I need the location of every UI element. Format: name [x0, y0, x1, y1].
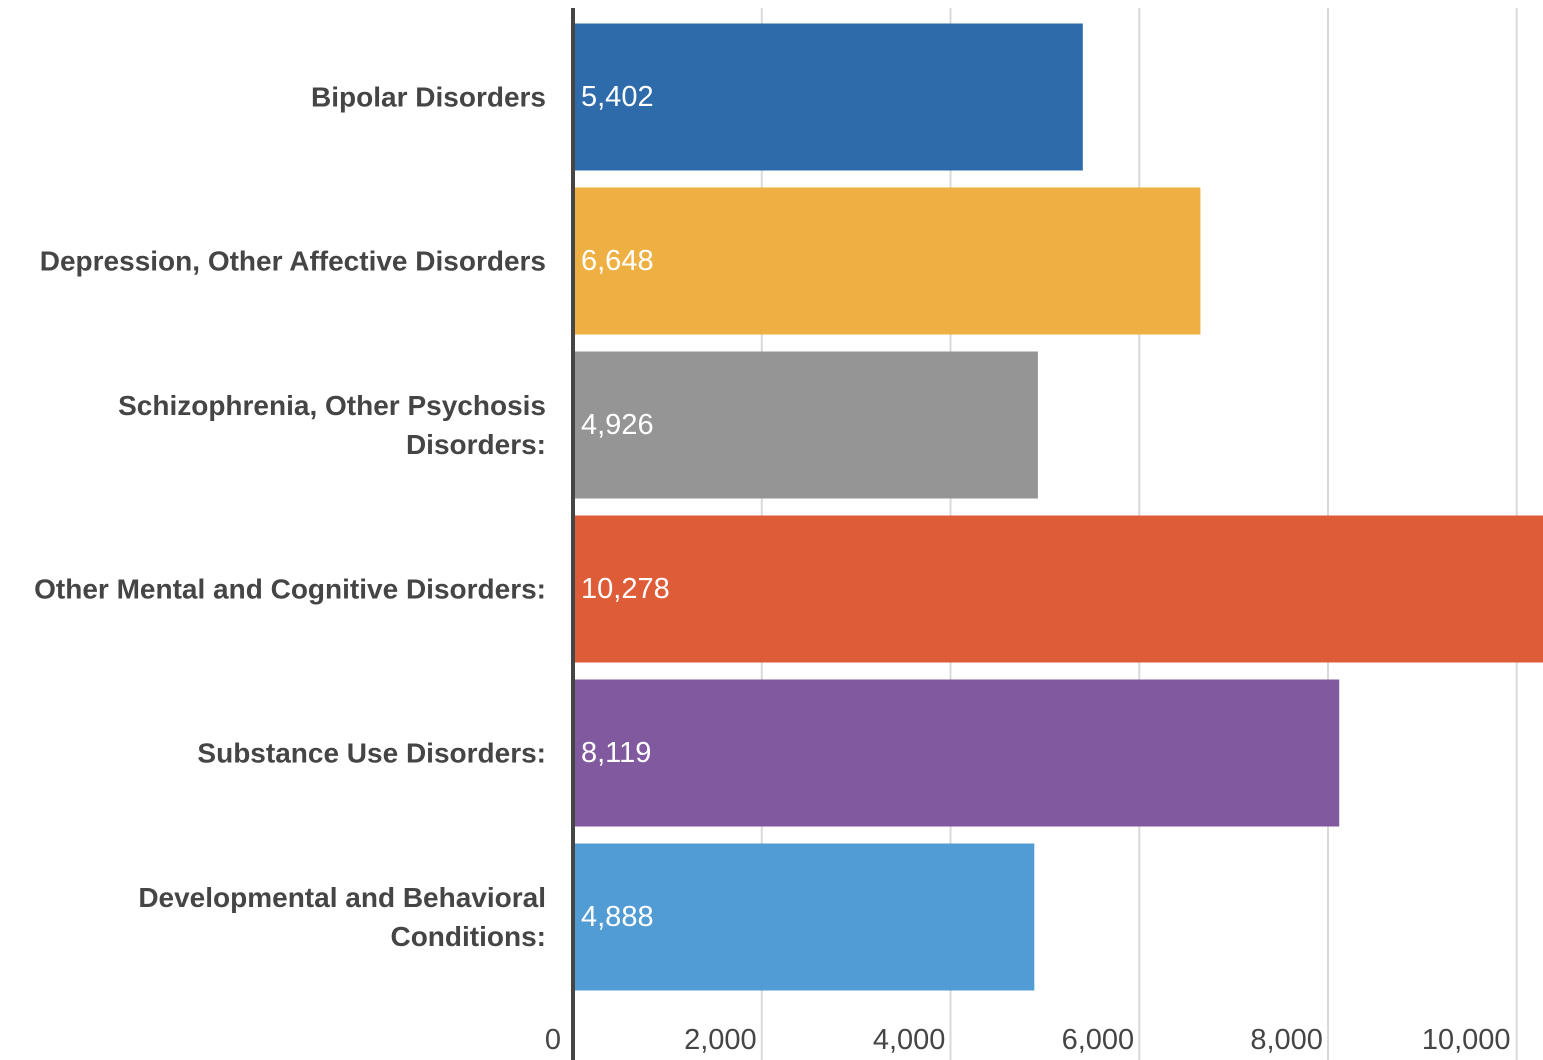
bar: [573, 515, 1543, 663]
category-label: Bipolar Disorders: [311, 81, 546, 113]
x-tick-label: 4,000: [872, 1024, 946, 1056]
bar: [573, 23, 1083, 171]
bar-value-label: 6,648: [581, 245, 654, 277]
bar-value-label: 4,926: [581, 409, 654, 441]
x-tick-label: 2,000: [684, 1024, 757, 1056]
category-label: Developmental and Behavioral Conditions:: [138, 882, 546, 952]
category-label: Other Mental and Cognitive Disorders:: [34, 573, 546, 605]
category-label: Depression, Other Affective Disorders: [39, 245, 546, 277]
bar-value-label: 5,402: [581, 81, 654, 113]
x-tick-label: 0: [544, 1024, 561, 1056]
category-label: Substance Use Disorders:: [197, 737, 546, 769]
x-tick-label: 10,000: [1421, 1024, 1511, 1056]
bar: [573, 351, 1038, 499]
bar-value-label: 8,119: [581, 737, 652, 769]
bar: [573, 843, 1035, 991]
bar: [573, 679, 1340, 827]
bar-value-label: 4,888: [581, 901, 654, 933]
x-tick-label: 6,000: [1061, 1024, 1135, 1056]
bar: [573, 187, 1201, 335]
bars: [573, 23, 1543, 991]
x-tick-label: 8,000: [1250, 1024, 1323, 1056]
bar-value-label: 10,278: [581, 573, 670, 605]
category-label: Schizophrenia, Other Psychosis Disorders…: [118, 390, 546, 460]
